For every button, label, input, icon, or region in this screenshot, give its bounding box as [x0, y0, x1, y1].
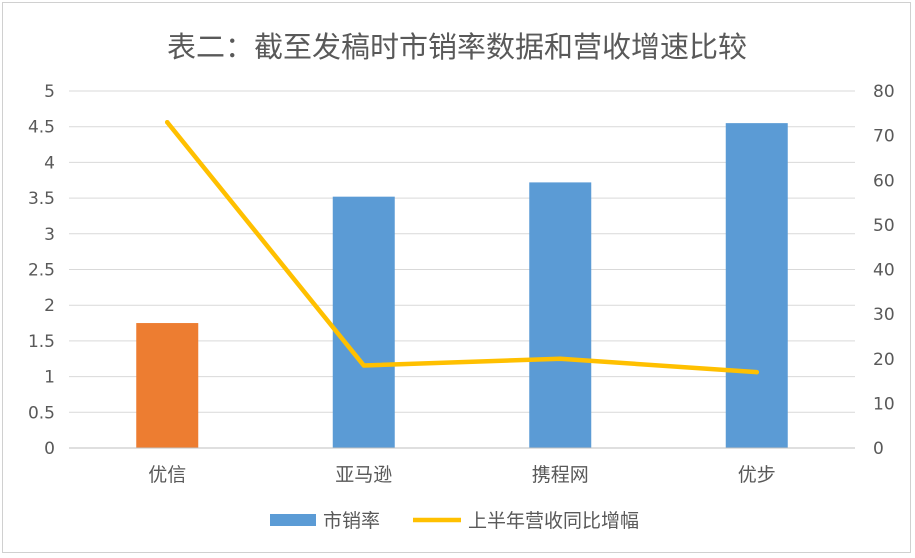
combo-chart: 表二：截至发稿时市销率数据和营收增速比较 0 0.5 1 1.5 2 2.5 3 3.5 4 4.… [28, 30, 895, 532]
y-left-tick-label: 2.5 [28, 261, 55, 281]
line-point [165, 120, 170, 125]
y-right-tick-label: 70 [873, 127, 895, 147]
y-left-tick-label: 1.5 [28, 332, 55, 352]
gridlines [69, 90, 855, 449]
y-right-tick-label: 80 [873, 82, 895, 102]
y-left-tick-label: 4.5 [28, 118, 55, 138]
line-series-path [165, 119, 759, 375]
legend-swatch-bar [270, 514, 316, 526]
line-series [165, 119, 759, 375]
legend-label-line: 上半年营收同比增幅 [468, 510, 639, 532]
x-tick-label: 优步 [738, 464, 776, 486]
y-right-tick-label: 10 [873, 394, 895, 414]
y-left-tick-label: 4 [44, 153, 55, 173]
legend: 市销率 上半年营收同比增幅 [270, 510, 639, 532]
y-left-tick-label: 5 [44, 82, 55, 102]
legend-label-bar: 市销率 [323, 510, 380, 532]
y-left-tick-label: 3.5 [28, 189, 55, 209]
y-left-tick-label: 3 [44, 225, 55, 245]
chart-title: 表二：截至发稿时市销率数据和营收增速比较 [167, 30, 747, 64]
y-left-tick-label: 0 [44, 439, 55, 459]
line-point [754, 369, 759, 375]
line-point [361, 363, 366, 368]
y-right-tick-label: 50 [873, 216, 895, 236]
y-right-tick-label: 0 [873, 439, 884, 459]
y-left-tick-label: 1 [44, 368, 55, 388]
bar-series [136, 123, 788, 448]
axes: 00.511.522.533.544.5501020304050607080优信… [28, 82, 895, 486]
y-right-tick-label: 20 [873, 350, 895, 370]
line-point [558, 356, 563, 361]
x-tick-label: 亚马逊 [335, 464, 392, 486]
bar [332, 196, 395, 448]
bar [529, 182, 592, 448]
y-left-tick-label: 2 [44, 296, 55, 316]
x-tick-label: 优信 [148, 464, 186, 486]
y-right-tick-label: 30 [873, 305, 895, 325]
y-right-tick-label: 40 [873, 261, 895, 281]
x-tick-label: 携程网 [532, 464, 589, 486]
bar [725, 123, 788, 448]
y-left-tick-label: 0.5 [28, 403, 55, 423]
y-right-tick-label: 60 [873, 171, 895, 191]
bar [136, 323, 199, 448]
